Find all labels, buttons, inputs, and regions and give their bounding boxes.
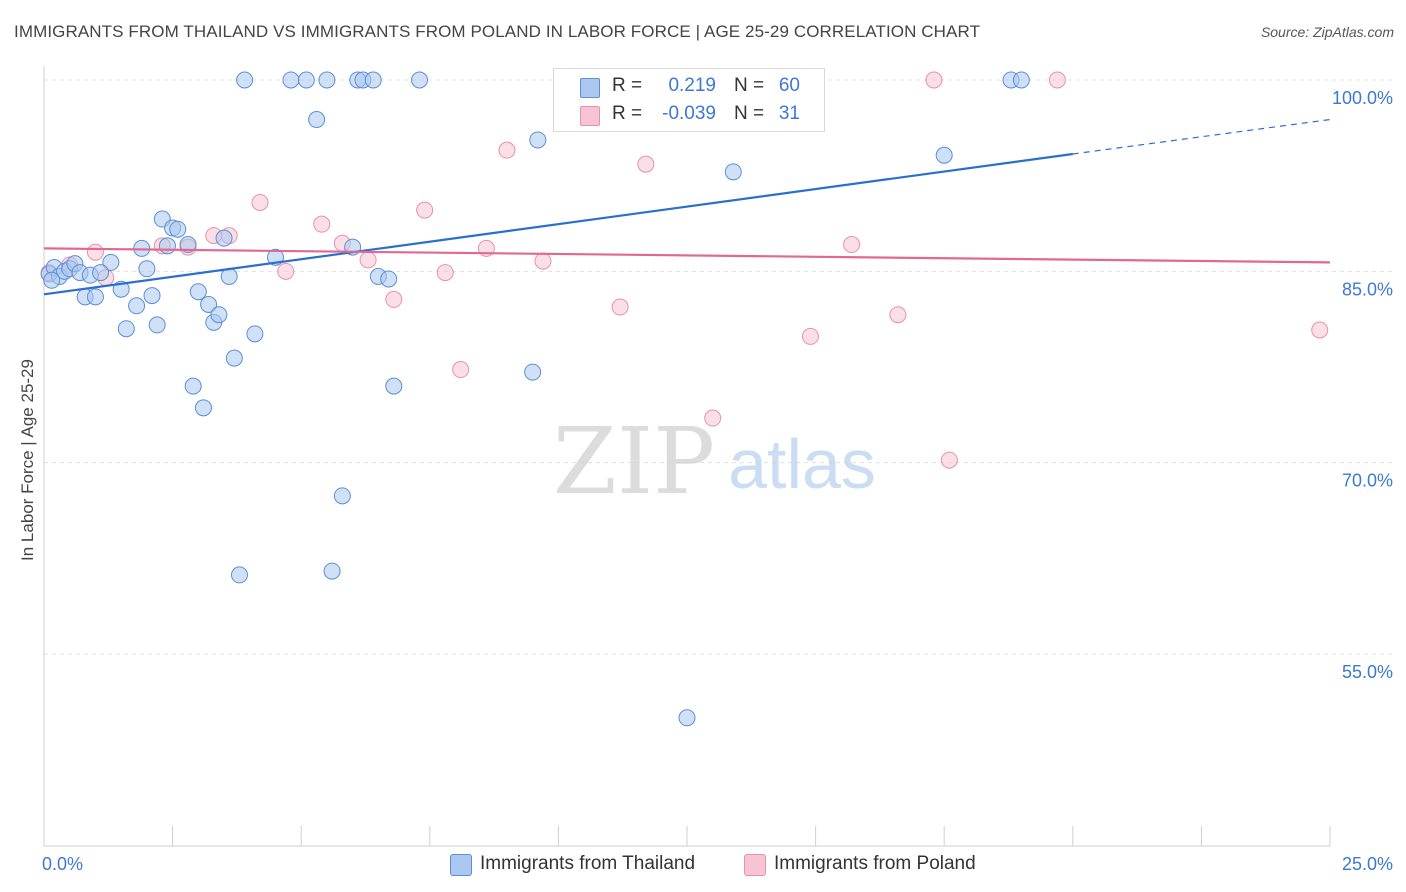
poland-point — [86, 243, 104, 261]
thailand-point — [524, 363, 542, 381]
watermark-zip: ZIP — [553, 408, 715, 515]
thailand-point — [148, 316, 166, 334]
thailand-trend-line — [43, 152, 1073, 296]
poland-point — [801, 327, 819, 345]
thailand-point — [117, 320, 135, 338]
y-tick-label: 100.0% — [1332, 88, 1393, 108]
poland-point — [940, 451, 958, 469]
poland-point — [925, 71, 943, 89]
y-tick-label: 70.0% — [1342, 471, 1393, 491]
poland-point — [498, 141, 516, 159]
r-label: R = — [612, 75, 643, 96]
thailand-point — [189, 283, 207, 301]
thailand-point — [184, 377, 202, 395]
poland-point — [277, 262, 295, 280]
thailand-point — [158, 237, 176, 255]
poland-point — [889, 306, 907, 324]
thailand-point — [323, 562, 341, 580]
poland-point — [385, 290, 403, 308]
thailand-point — [143, 287, 161, 305]
thailand-point — [200, 295, 218, 313]
thailand-legend-swatch — [450, 854, 472, 876]
poland-point — [843, 236, 861, 254]
x-tick-label: 25.0% — [1342, 854, 1393, 874]
stats-legend: R = 0.219 N = 60 R = -0.039 N = 31 — [553, 68, 825, 132]
thailand-point — [529, 131, 547, 149]
poland-point — [416, 201, 434, 219]
thailand-legend-label: Immigrants from Thailand — [480, 853, 696, 874]
thailand-point — [724, 163, 742, 181]
thailand-swatch — [580, 78, 600, 98]
tick-labels: 100.0% 85.0% 70.0% 55.0% 0.0% 25.0% — [42, 88, 1393, 874]
y-axis-title: In Labor Force | Age 25-29 — [18, 359, 37, 561]
poland-point — [251, 193, 269, 211]
thailand-point — [318, 71, 336, 89]
poland-point — [436, 264, 454, 282]
x-tick-label: 0.0% — [42, 854, 83, 874]
poland-point — [1311, 321, 1329, 339]
thailand-point — [935, 146, 953, 164]
poland-point — [452, 361, 470, 379]
thailand-point — [333, 487, 351, 505]
thailand-point — [411, 71, 429, 89]
thailand-point — [364, 71, 382, 89]
thailand-point — [128, 297, 146, 315]
poland-point — [1048, 71, 1066, 89]
poland-trend-line — [43, 247, 1331, 264]
thailand-point — [92, 264, 110, 282]
poland-point — [359, 251, 377, 269]
y-tick-label: 55.0% — [1342, 662, 1393, 682]
n-label: N = — [734, 103, 765, 124]
thailand-point — [678, 709, 696, 727]
watermark-atlas: atlas — [728, 425, 876, 503]
poland-point — [313, 215, 331, 233]
n-value: 60 — [778, 75, 800, 96]
trend-lines — [43, 118, 1331, 296]
thailand-point — [179, 236, 197, 254]
thailand-point — [225, 349, 243, 367]
thailand-point — [308, 111, 326, 129]
thailand-point — [86, 288, 104, 306]
grid-layer — [44, 79, 1392, 655]
thailand-point — [230, 566, 248, 584]
n-label: N = — [734, 75, 765, 96]
r-label: R = — [612, 103, 643, 124]
thailand-point — [380, 270, 398, 288]
poland-legend-swatch — [744, 854, 766, 876]
thailand-point — [102, 253, 120, 271]
legend-row-poland: R = -0.039 N = 31 — [554, 100, 824, 128]
thailand-point — [236, 71, 254, 89]
axis-layer — [43, 66, 1331, 847]
thailand-point — [43, 271, 61, 289]
thailand-point — [215, 229, 233, 247]
poland-point — [611, 298, 629, 316]
thailand-point — [385, 377, 403, 395]
thailand-points — [40, 71, 1030, 727]
thailand-point — [210, 306, 228, 324]
thailand-trend-extension — [1072, 118, 1331, 155]
chart-title: IMMIGRANTS FROM THAILAND VS IMMIGRANTS F… — [14, 22, 981, 41]
r-value: 0.219 — [668, 75, 716, 96]
n-value: 31 — [778, 103, 800, 124]
r-value: -0.039 — [662, 103, 716, 124]
poland-point — [704, 409, 722, 427]
legend-row-thailand: R = 0.219 N = 60 — [554, 72, 824, 100]
thailand-point — [138, 260, 156, 278]
thailand-point — [169, 220, 187, 238]
poland-legend-label: Immigrants from Poland — [774, 853, 976, 874]
thailand-point — [1012, 71, 1030, 89]
poland-point — [637, 155, 655, 173]
poland-point — [534, 252, 552, 270]
source-credit: Source: ZipAtlas.com — [1260, 24, 1394, 40]
thailand-point — [297, 71, 315, 89]
thailand-point — [282, 71, 300, 89]
watermark: ZIP atlas — [553, 408, 876, 515]
thailand-point — [194, 399, 212, 417]
y-tick-label: 85.0% — [1342, 279, 1393, 299]
poland-swatch — [580, 106, 600, 126]
thailand-point — [246, 325, 264, 343]
